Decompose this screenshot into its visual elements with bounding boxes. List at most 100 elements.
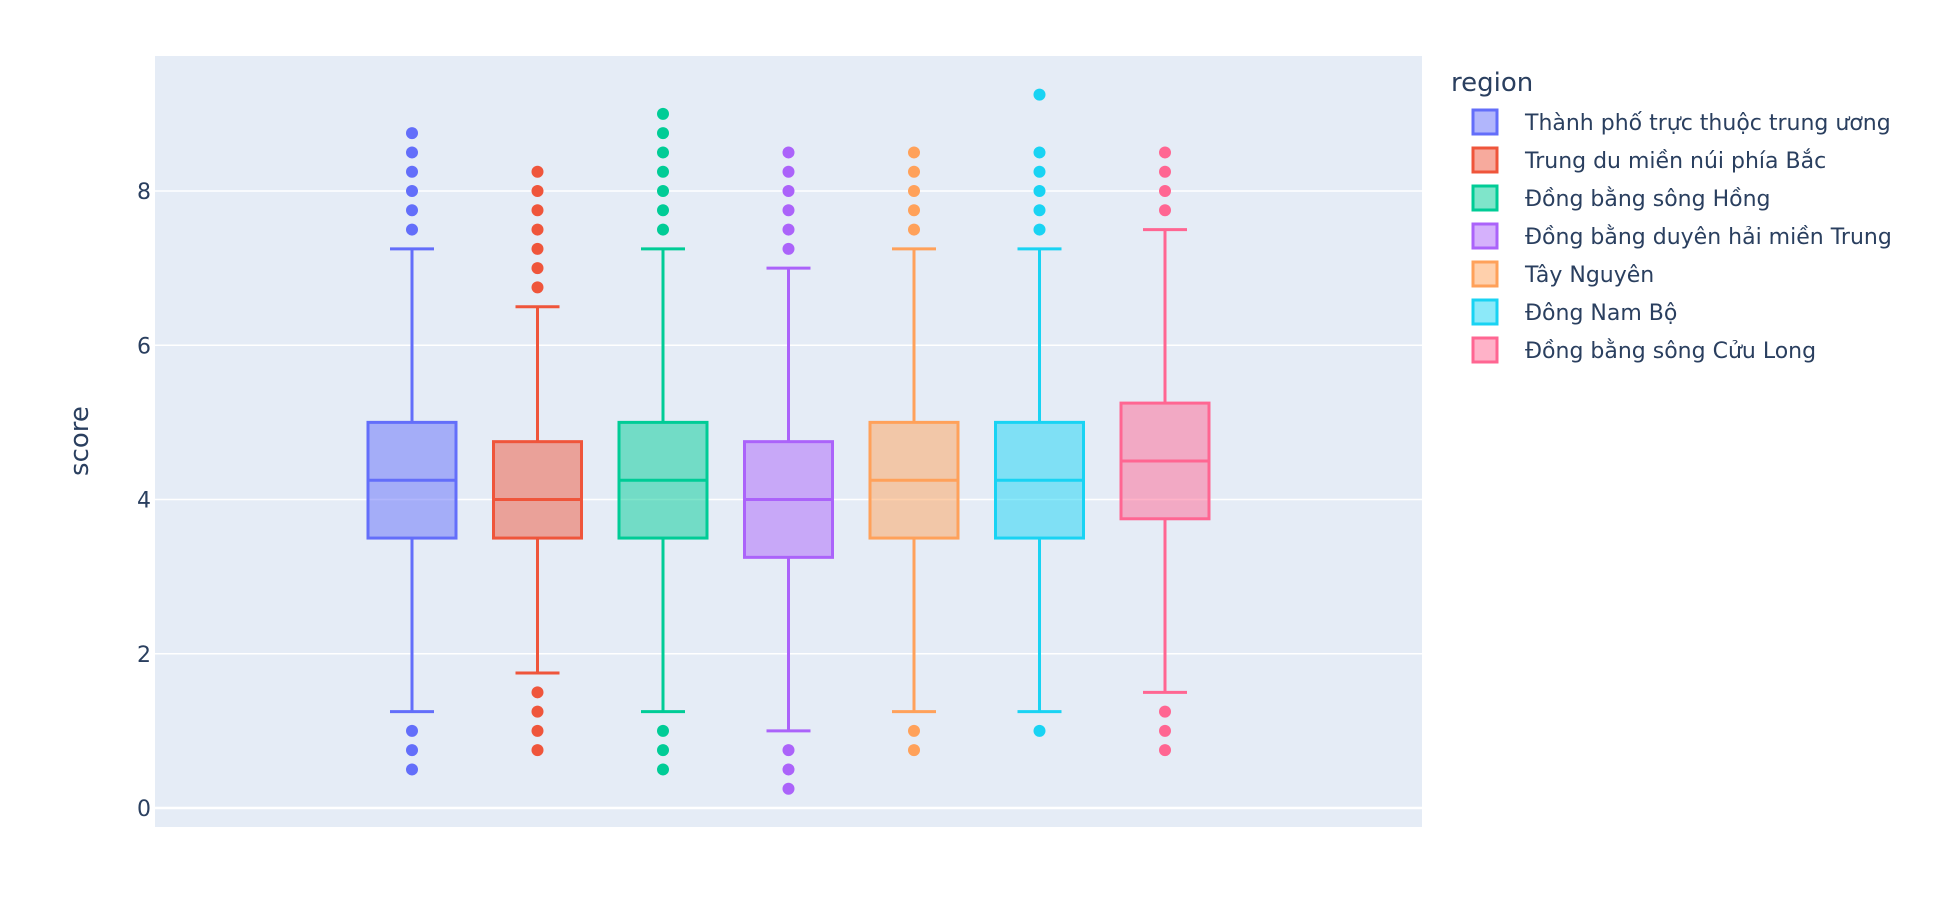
outlier-point [908,223,920,236]
box-6 [994,88,1085,737]
outlier-point [531,724,544,737]
outlier-point [657,744,669,757]
legend-item[interactable]: Đồng bằng sông Hồng [1471,184,1771,212]
outlier-point [406,127,418,140]
y-tick-label: 2 [137,643,151,668]
box-3 [617,107,709,776]
outlier-point [782,146,795,159]
legend-label: Trung du miền núi phía Bắc [1524,149,1826,174]
outlier-point [1033,185,1046,197]
outlier-point [657,185,669,197]
outlier-point [1033,204,1046,217]
outlier-point [1159,705,1171,718]
outlier-point [531,262,544,275]
outlier-point [1159,185,1171,197]
outlier-point [908,724,920,737]
outlier-point [1033,223,1046,236]
outlier-point [908,185,920,197]
outlier-point [531,242,544,255]
legend-label: Đồng bằng sông Hồng [1525,187,1771,212]
outlier-point [1159,744,1171,757]
outlier-point [782,185,795,197]
outlier-point [657,204,669,217]
legend-label: Đồng bằng duyên hải miền Trung [1525,225,1892,250]
box-body [492,440,583,540]
box-4 [743,146,834,795]
outlier-point [531,223,544,236]
legend: region Thành phố trực thuộc trung ương Tr… [1451,68,1892,364]
outlier-point [531,165,544,178]
outlier-point [406,165,418,178]
y-axis-title: score [65,406,95,476]
legend-item[interactable]: Thành phố trực thuộc trung ương [1471,108,1891,136]
outlier-point [406,146,418,159]
outlier-point [657,127,669,140]
outlier-point [657,724,669,737]
legend-title: region [1451,68,1533,98]
y-tick-label: 6 [137,334,151,359]
legend-item[interactable]: Tây Nguyên [1471,260,1654,288]
legend-label: Đồng bằng sông Cửu Long [1525,339,1816,364]
legend-swatch [1471,108,1499,136]
outlier-point [782,223,795,236]
outlier-point [782,763,795,776]
outlier-point [657,165,669,178]
y-axis-ticks: 0 2 4 6 8 [137,180,151,822]
outlier-point [406,204,418,217]
legend-label: Đông Nam Bộ [1525,301,1677,326]
outlier-point [406,223,418,236]
boxes [366,88,1211,795]
outlier-point [531,281,544,294]
outlier-point [1033,165,1046,178]
legend-swatch [1471,184,1499,212]
outlier-point [406,744,418,757]
legend-swatch [1471,260,1499,288]
outlier-point [657,223,669,236]
outlier-point [908,204,920,217]
outlier-point [1159,204,1171,217]
outlier-point [782,782,795,795]
outlier-point [531,744,544,757]
outlier-point [657,146,669,159]
outlier-point [406,763,418,776]
outlier-point [1033,146,1046,159]
outlier-point [1033,88,1046,101]
legend-item[interactable]: Đồng bằng duyên hải miền Trung [1471,222,1892,250]
legend-swatch [1471,298,1499,326]
y-tick-label: 4 [137,489,151,514]
legend-item[interactable]: Đồng bằng sông Cửu Long [1471,336,1816,364]
outlier-point [782,165,795,178]
outlier-point [531,686,544,699]
outlier-point [1159,724,1171,737]
box-5 [868,146,960,757]
legend-label: Tây Nguyên [1524,263,1654,288]
outlier-point [657,107,669,120]
outlier-point [531,204,544,217]
outlier-point [908,165,920,178]
outlier-point [1159,165,1171,178]
box-1 [366,127,458,776]
outlier-point [531,185,544,197]
legend-swatch [1471,146,1499,174]
y-tick-label: 0 [137,797,151,822]
outlier-point [657,763,669,776]
outlier-point [1033,724,1046,737]
outlier-point [1159,146,1171,159]
y-tick-label: 8 [137,180,151,205]
outlier-point [782,204,795,217]
outlier-point [406,185,418,197]
legend-swatch [1471,336,1499,364]
outlier-point [531,705,544,718]
legend-item[interactable]: Trung du miền núi phía Bắc [1471,146,1826,174]
box-2 [492,165,583,757]
outlier-point [782,744,795,757]
legend-item[interactable]: Đông Nam Bộ [1471,298,1677,326]
legend-swatch [1471,222,1499,250]
outlier-point [406,724,418,737]
outlier-point [908,744,920,757]
box-7 [1119,146,1211,757]
outlier-point [908,146,920,159]
outlier-point [782,242,795,255]
legend-label: Thành phố trực thuộc trung ương [1524,111,1891,136]
